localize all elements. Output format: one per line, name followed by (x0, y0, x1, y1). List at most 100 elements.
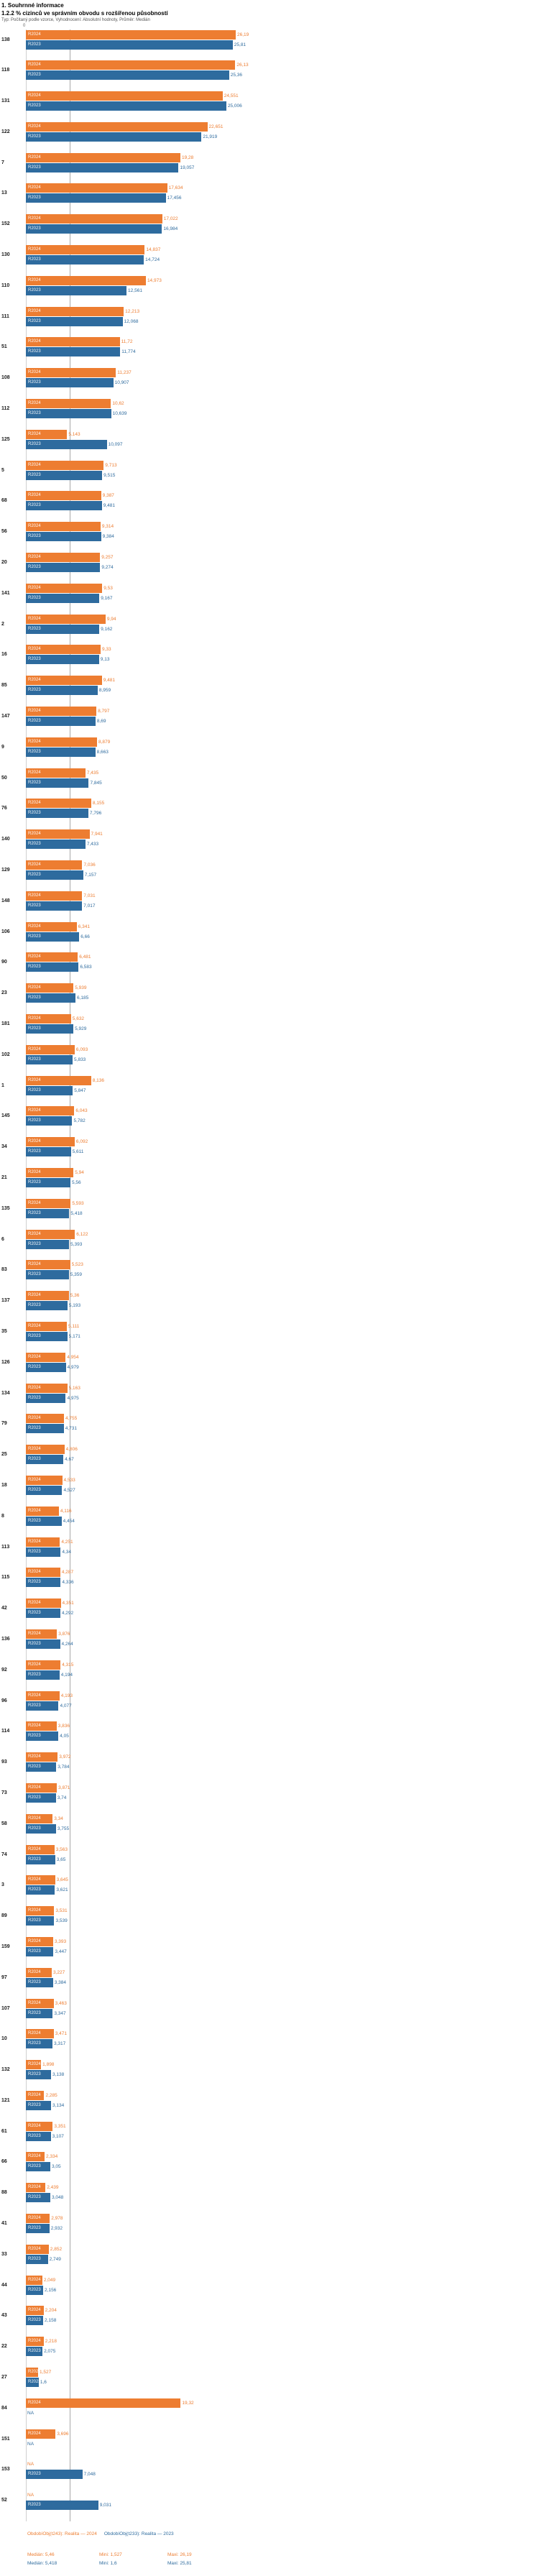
bar-r2024[interactable]: R2024 (26, 1967, 52, 1977)
bar-r2024[interactable]: R2024 (26, 1844, 55, 1854)
bar-r2023[interactable]: R2023 (26, 901, 83, 911)
bar-r2024[interactable]: R2024 (26, 1629, 57, 1639)
bar-r2024[interactable]: R2024 (26, 983, 74, 993)
bar-r2023[interactable]: R2023 (26, 1916, 55, 1926)
bar-r2023[interactable]: R2023 (26, 1208, 70, 1218)
bar-r2023[interactable]: R2023 (26, 717, 96, 727)
bar-r2024[interactable]: R2024 (26, 583, 103, 593)
bar-r2023[interactable]: R2023 (26, 1424, 64, 1434)
bar-r2023[interactable]: R2023 (26, 224, 162, 234)
bar-r2023[interactable]: R2023 (26, 2501, 98, 2511)
bar-r2023[interactable]: R2023 (26, 409, 111, 419)
bar-r2023[interactable]: R2023 (26, 1639, 60, 1649)
bar-r2024[interactable]: R2024 (26, 2121, 53, 2131)
bar-r2024[interactable]: R2024 (26, 275, 146, 285)
bar-r2024[interactable]: R2024 (26, 522, 101, 532)
bar-r2023[interactable]: R2023 (26, 2162, 50, 2172)
bar-r2023[interactable]: R2023 (26, 1609, 60, 1619)
bar-r2024[interactable]: R2024 (26, 1260, 70, 1270)
bar-r2023[interactable]: R2023 (26, 2285, 44, 2295)
bar-r2024[interactable]: R2024 (26, 1721, 57, 1731)
bar-r2024[interactable]: R2024 (26, 2337, 44, 2347)
bar-r2024[interactable]: R2024 (26, 737, 97, 747)
bar-r2023[interactable]: R2023 (26, 2254, 48, 2264)
bar-r2023[interactable]: R2023 (26, 2347, 43, 2357)
bar-r2024[interactable]: R2024 (26, 460, 104, 470)
bar-r2024[interactable]: R2024 (26, 1752, 58, 1762)
bar-r2024[interactable]: R2024 (26, 799, 91, 809)
bar-r2024[interactable]: R2024 (26, 1475, 63, 1485)
bar-r2024[interactable]: R2024 (26, 1660, 61, 1670)
bar-r2023[interactable]: R2023 (26, 40, 233, 50)
bar-r2024[interactable]: R2024 (26, 491, 101, 501)
bar-r2023[interactable]: R2023 (26, 439, 107, 449)
bar-r2024[interactable]: R2024 (26, 1568, 60, 1578)
bar-r2024[interactable]: R2024 (26, 214, 162, 224)
bar-r2023[interactable]: R2023 (26, 101, 226, 111)
bar-r2023[interactable]: R2023 (26, 2470, 83, 2480)
bar-r2024[interactable]: R2024 (26, 1782, 57, 1793)
bar-r2024[interactable]: R2024 (26, 1075, 91, 1085)
bar-r2023[interactable]: R2023 (26, 840, 86, 850)
bar-r2024[interactable]: R2024 (26, 1813, 53, 1823)
bar-r2024[interactable]: R2024 (26, 1690, 60, 1701)
bar-r2024[interactable]: R2024 (26, 645, 101, 655)
bar-r2023[interactable]: R2023 (26, 1977, 53, 1987)
bar-r2023[interactable]: R2023 (26, 316, 123, 326)
bar-r2024[interactable]: R2024 (26, 368, 116, 378)
bar-r2024[interactable]: R2024 (26, 60, 236, 70)
bar-r2024[interactable]: R2024 (26, 399, 111, 409)
bar-r2024[interactable]: R2024 (26, 707, 97, 717)
bar-r2023[interactable]: R2023 (26, 132, 202, 142)
bar-r2023[interactable]: R2023 (26, 70, 229, 80)
bar-r2024[interactable]: R2024 (26, 860, 83, 870)
bar-r2023[interactable]: R2023 (26, 1239, 70, 1249)
bar-r2023[interactable]: R2023 (26, 470, 103, 480)
bar-r2024[interactable]: R2024 (26, 2183, 46, 2193)
bar-r2023[interactable]: R2023 (26, 2100, 51, 2110)
bar-r2023[interactable]: R2023 (26, 1578, 61, 1588)
bar-r2024[interactable]: R2024 (26, 1014, 71, 1024)
bar-r2023[interactable]: R2023 (26, 1393, 66, 1403)
bar-r2023[interactable]: R2023 (26, 1516, 62, 1526)
bar-r2024[interactable]: R2024 (26, 768, 86, 778)
bar-r2024[interactable]: R2024 (26, 306, 124, 316)
bar-r2023[interactable]: R2023 (26, 255, 144, 265)
bar-r2024[interactable]: R2024 (26, 245, 145, 255)
bar-r2023[interactable]: R2023 (26, 962, 79, 972)
bar-r2024[interactable]: R2024 (26, 2368, 39, 2378)
bar-r2023[interactable]: R2023 (26, 2316, 44, 2326)
bar-r2023[interactable]: R2023 (26, 2378, 39, 2388)
bar-r2024[interactable]: R2024 (26, 1198, 71, 1208)
bar-r2024[interactable]: R2024 (26, 2152, 45, 2162)
bar-r2023[interactable]: R2023 (26, 532, 101, 542)
bar-r2024[interactable]: R2024 (26, 183, 167, 193)
legend-item-2023[interactable]: ObdobíObj(t233): Realita — 2023 (103, 2531, 174, 2536)
bar-r2024[interactable]: R2024 (26, 614, 106, 624)
bar-r2023[interactable]: R2023 (26, 870, 83, 880)
bar-r2024[interactable]: R2024 (26, 1445, 65, 1455)
bar-r2024[interactable]: R2024 (26, 1321, 67, 1331)
bar-r2023[interactable]: R2023 (26, 932, 80, 942)
bar-r2023[interactable]: R2023 (26, 1885, 55, 1895)
bar-r2024[interactable]: R2024 (26, 337, 120, 347)
bar-r2024[interactable]: R2024 (26, 1044, 75, 1054)
bar-r2023[interactable]: R2023 (26, 501, 102, 511)
bar-r2024[interactable]: R2024 (26, 91, 223, 101)
bar-r2024[interactable]: R2024 (26, 1167, 74, 1177)
bar-r2023[interactable]: R2023 (26, 809, 88, 819)
bar-r2023[interactable]: R2023 (26, 778, 89, 788)
bar-r2024[interactable]: R2024 (26, 1998, 54, 2008)
bar-r2023[interactable]: R2023 (26, 1147, 71, 1157)
bar-r2023[interactable]: R2023 (26, 2193, 50, 2203)
bar-r2023[interactable]: R2023 (26, 347, 121, 357)
bar-r2023[interactable]: R2023 (26, 1762, 57, 1772)
bar-r2023[interactable]: R2023 (26, 2131, 51, 2141)
bar-r2024[interactable]: R2024 (26, 2090, 45, 2100)
bar-r2024[interactable]: R2024 (26, 553, 101, 563)
bar-r2024[interactable]: R2024 (26, 29, 236, 40)
bar-r2023[interactable]: R2023 (26, 624, 100, 634)
bar-r2024[interactable]: R2024 (26, 2398, 181, 2408)
bar-r2023[interactable]: R2023 (26, 1024, 74, 1034)
bar-r2023[interactable]: R2023 (26, 1331, 68, 1341)
